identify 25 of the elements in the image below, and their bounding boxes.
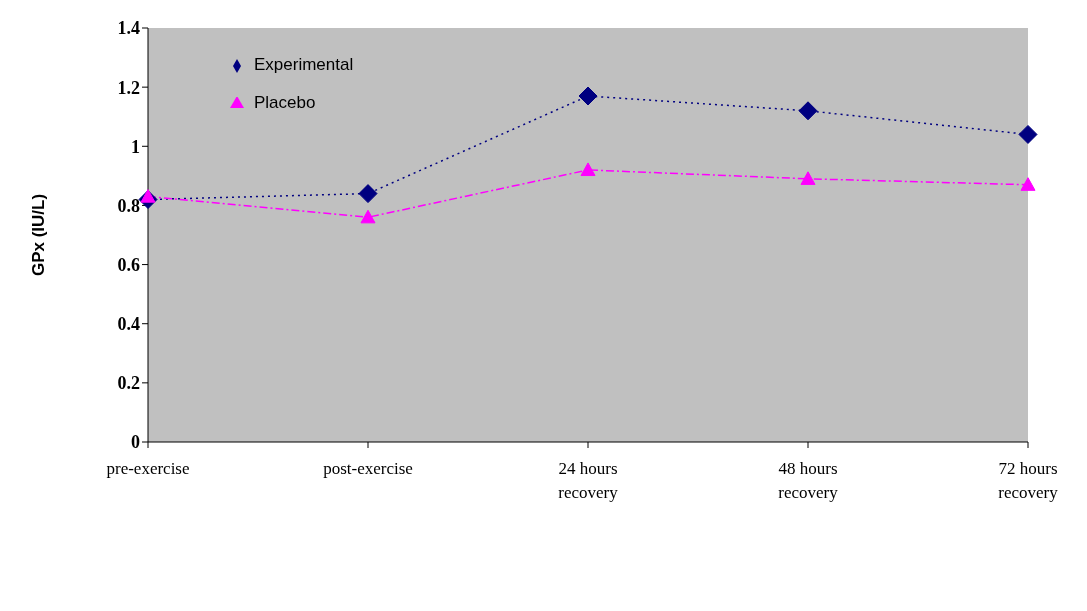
- point: [358, 184, 378, 204]
- x-tick-label: post-exercise: [323, 459, 413, 478]
- legend-label: Placebo: [254, 93, 316, 112]
- point: [580, 162, 596, 177]
- y-tick-label: 0: [131, 432, 140, 453]
- legend-label: Experimental: [254, 55, 354, 74]
- y-tick-label: 1.2: [117, 77, 140, 98]
- x-tick-label: 48 hours recovery: [778, 459, 839, 502]
- point: [578, 86, 598, 106]
- y-tick-label: 0.4: [117, 314, 140, 335]
- x-tick-label: 72 hours recovery: [998, 459, 1059, 502]
- point: [800, 171, 816, 185]
- y-tick-label: 1.4: [117, 18, 140, 39]
- x-tick-label: pre-exercise: [106, 459, 190, 478]
- y-tick-label: 0.6: [117, 254, 140, 275]
- y-tick-label: 1: [131, 136, 140, 157]
- y-axis-title: GPx (IU/L): [29, 193, 49, 277]
- point: [360, 209, 376, 224]
- point: [1020, 177, 1036, 191]
- y-tick-label: 0.8: [117, 195, 140, 216]
- point: [1018, 124, 1038, 144]
- x-tick-label: 24 hours recovery: [558, 459, 619, 502]
- y-tick-label: 0.2: [117, 373, 140, 394]
- point: [798, 101, 818, 121]
- point: [140, 189, 156, 203]
